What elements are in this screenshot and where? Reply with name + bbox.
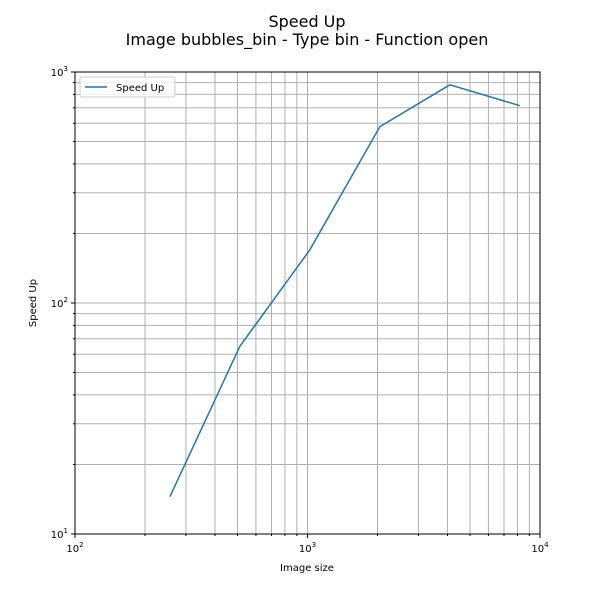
- x-axis-label: Image size: [280, 563, 334, 574]
- x-tick-label: 103: [299, 541, 316, 555]
- x-tick-label: 104: [531, 541, 549, 555]
- series-line-speed-up: [169, 84, 521, 498]
- grid-lines: [74, 72, 540, 535]
- chart-title-line1: Speed Up: [268, 12, 345, 31]
- series-layer: [169, 84, 521, 498]
- x-tick-label: 102: [66, 541, 83, 555]
- y-axis-label: Speed Up: [28, 279, 39, 327]
- chart-title-line2: Image bubbles_bin - Type bin - Function …: [126, 30, 489, 50]
- y-tick-label: 103: [51, 65, 68, 79]
- y-tick-label: 102: [51, 296, 68, 310]
- y-tick-label: 101: [51, 527, 68, 541]
- legend: Speed Up: [79, 76, 176, 98]
- legend-box: [79, 76, 176, 98]
- legend-label-speed-up: Speed Up: [116, 83, 164, 94]
